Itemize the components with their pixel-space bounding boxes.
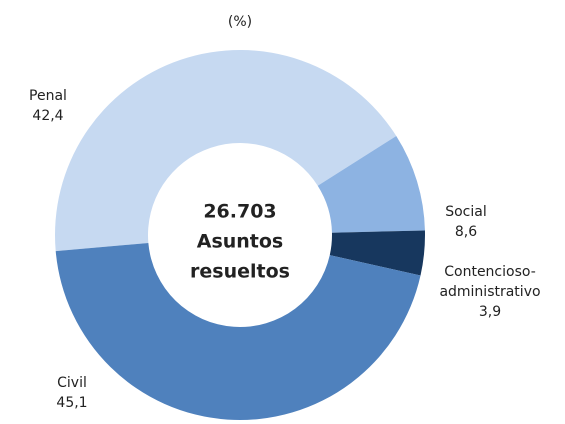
value-label: 45,1 (56, 395, 88, 411)
category-label: Social (445, 204, 487, 220)
category-label: Contencioso-administrativo (439, 264, 541, 300)
donut-slice (55, 243, 421, 420)
center-text: Asuntos (197, 231, 284, 253)
value-label: 8,6 (454, 224, 478, 240)
value-label: 42,4 (32, 108, 64, 124)
donut-slice (329, 230, 425, 276)
chart-subtitle: (%) (227, 14, 253, 30)
center-text: resueltos (190, 261, 290, 283)
value-label: 3,9 (478, 304, 502, 320)
donut-slice (54, 49, 397, 252)
category-label: Penal (29, 88, 67, 104)
center-text: 26.703 (203, 201, 276, 223)
donut-slice (317, 135, 425, 233)
category-label: Civil (57, 375, 87, 391)
